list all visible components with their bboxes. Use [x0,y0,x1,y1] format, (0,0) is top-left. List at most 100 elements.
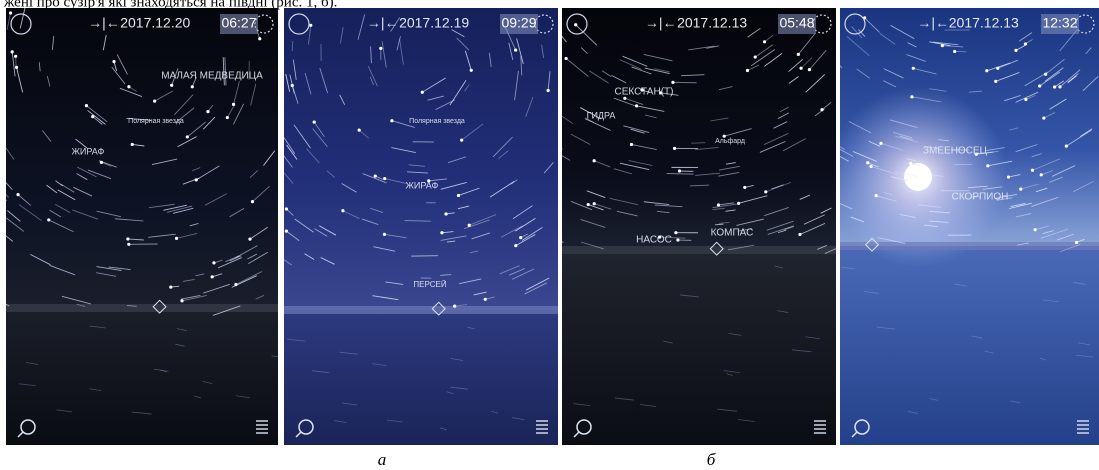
compass-button[interactable] [10,13,32,35]
compass-button[interactable] [288,13,310,35]
star [210,275,214,279]
water-reflection [954,283,968,287]
star-trail [6,182,13,191]
star-trail [666,173,694,175]
direction-marker [431,301,446,316]
star-trail [263,150,276,166]
water-reflection [491,410,499,414]
star-trail [570,200,593,211]
star [586,202,590,207]
search-button[interactable] [298,419,314,435]
star-trail [1015,91,1039,103]
star-trail [524,282,548,295]
star-trail [1031,153,1042,158]
star-trail [370,207,384,213]
star-trail [712,203,738,209]
star-trail [852,151,877,162]
star-trail [643,201,670,206]
star-trail [575,24,598,46]
horizon-band [6,304,278,312]
water-reflection [929,398,938,401]
star [84,104,89,108]
water-reflection [194,395,201,399]
star [373,174,377,178]
star-trail [406,171,429,174]
star-trail [11,51,16,77]
star [994,79,998,83]
search-handle [573,431,580,438]
water-reflection [907,411,919,414]
star-trail [929,210,950,214]
star-trail [457,205,470,210]
constellation-label: ЖИРАФ [406,180,439,190]
compass-button[interactable] [566,13,588,35]
star-trail [547,71,551,91]
star-trail [609,197,638,206]
star-trail [764,52,783,67]
star-trail [1016,242,1029,246]
star-trail [659,236,686,239]
star [467,223,471,227]
star-trail [850,216,865,223]
star-trail [727,244,755,251]
star-trail [284,136,296,154]
star-trail [229,207,245,218]
star-trail [580,107,602,120]
star-trail [907,42,917,48]
star-trail [986,62,1011,72]
star-trail [473,291,487,296]
star [909,161,913,165]
star-trail [163,204,188,211]
water-reflection [131,411,152,415]
star-trail [73,186,93,197]
star-trail [361,218,379,225]
star-trail [51,35,55,50]
star-trail [151,158,178,165]
star [126,237,130,241]
star-trail [584,118,611,131]
star-trail [171,68,179,86]
star-trail [1032,158,1061,171]
star-trail [174,94,194,116]
star-trail [899,135,914,141]
screen: →|← 2017.12.20 06:27 МАЛАЯ МЕДВЕДИЦА Полярна… [6,8,278,445]
star-trail [877,237,906,244]
star-trail [712,207,725,210]
compass-button[interactable] [844,13,866,35]
star-trail [96,266,122,272]
water-reflection [573,403,591,407]
star-trail [1018,32,1033,42]
water-reflection [971,335,983,339]
star-trail [695,147,719,151]
star-trail [511,268,535,280]
star [341,209,345,213]
star [745,68,750,73]
search-button[interactable] [576,419,592,435]
water-reflection [89,325,106,329]
star-trail [306,148,320,164]
water-reflection [153,368,169,372]
star-trail [809,50,827,70]
star-trail [1049,98,1067,110]
search-button[interactable] [20,419,36,435]
star-trail [86,105,108,123]
water-reflection [372,363,387,367]
star-trail [464,84,470,92]
star-trail [840,203,853,210]
star-trail [613,97,639,108]
search-button[interactable] [854,419,870,435]
star-trail [870,166,899,176]
star [258,37,262,41]
water-reflection [446,391,454,395]
star [379,46,383,50]
star [225,115,229,120]
water [562,250,836,445]
star-trail [514,70,519,101]
date: 2017.12.19 [399,15,469,31]
star-trail [404,220,431,222]
star [629,142,634,147]
star-trail [968,90,982,93]
star-trail [759,141,786,153]
star-trail [488,52,492,68]
star-trail [341,183,357,193]
